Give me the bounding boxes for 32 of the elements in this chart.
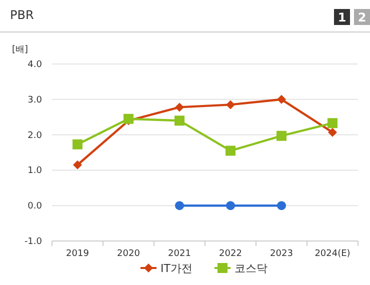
y-tick-label: -1.0 bbox=[24, 237, 42, 247]
text: 1 bbox=[338, 10, 346, 24]
point bbox=[124, 114, 134, 124]
point bbox=[276, 130, 286, 141]
point bbox=[277, 201, 286, 210]
text: 2 bbox=[358, 10, 366, 24]
point bbox=[175, 201, 184, 210]
x-tick-label: 2024(E) bbox=[314, 249, 350, 259]
point bbox=[226, 201, 235, 210]
x-tick-label: 2021 bbox=[168, 249, 191, 259]
chart-title: PBR bbox=[10, 8, 34, 22]
point bbox=[73, 160, 82, 170]
y-axis-title: [배] bbox=[12, 45, 28, 55]
point bbox=[226, 146, 236, 156]
point bbox=[72, 139, 82, 150]
x-tick-label: 2020 bbox=[117, 249, 140, 259]
y-tick-label: 4.0 bbox=[28, 60, 42, 70]
y-tick-label: 1.0 bbox=[28, 166, 42, 176]
point bbox=[277, 94, 286, 104]
y-tick-label: 3.0 bbox=[28, 95, 42, 106]
x-tick-label: 2022 bbox=[219, 249, 242, 259]
x-tick-label: 2023 bbox=[270, 249, 293, 259]
legend-label: IT가전 bbox=[160, 262, 192, 275]
y-tick-label: 0.0 bbox=[28, 202, 42, 212]
x-tick-label: 2019 bbox=[66, 249, 90, 259]
y-tick-label: 2.0 bbox=[28, 130, 42, 141]
point bbox=[328, 118, 338, 128]
point bbox=[328, 128, 337, 137]
legend-label: 코스닥 bbox=[234, 262, 268, 275]
point bbox=[226, 100, 235, 110]
point bbox=[174, 116, 184, 126]
point bbox=[175, 102, 184, 112]
